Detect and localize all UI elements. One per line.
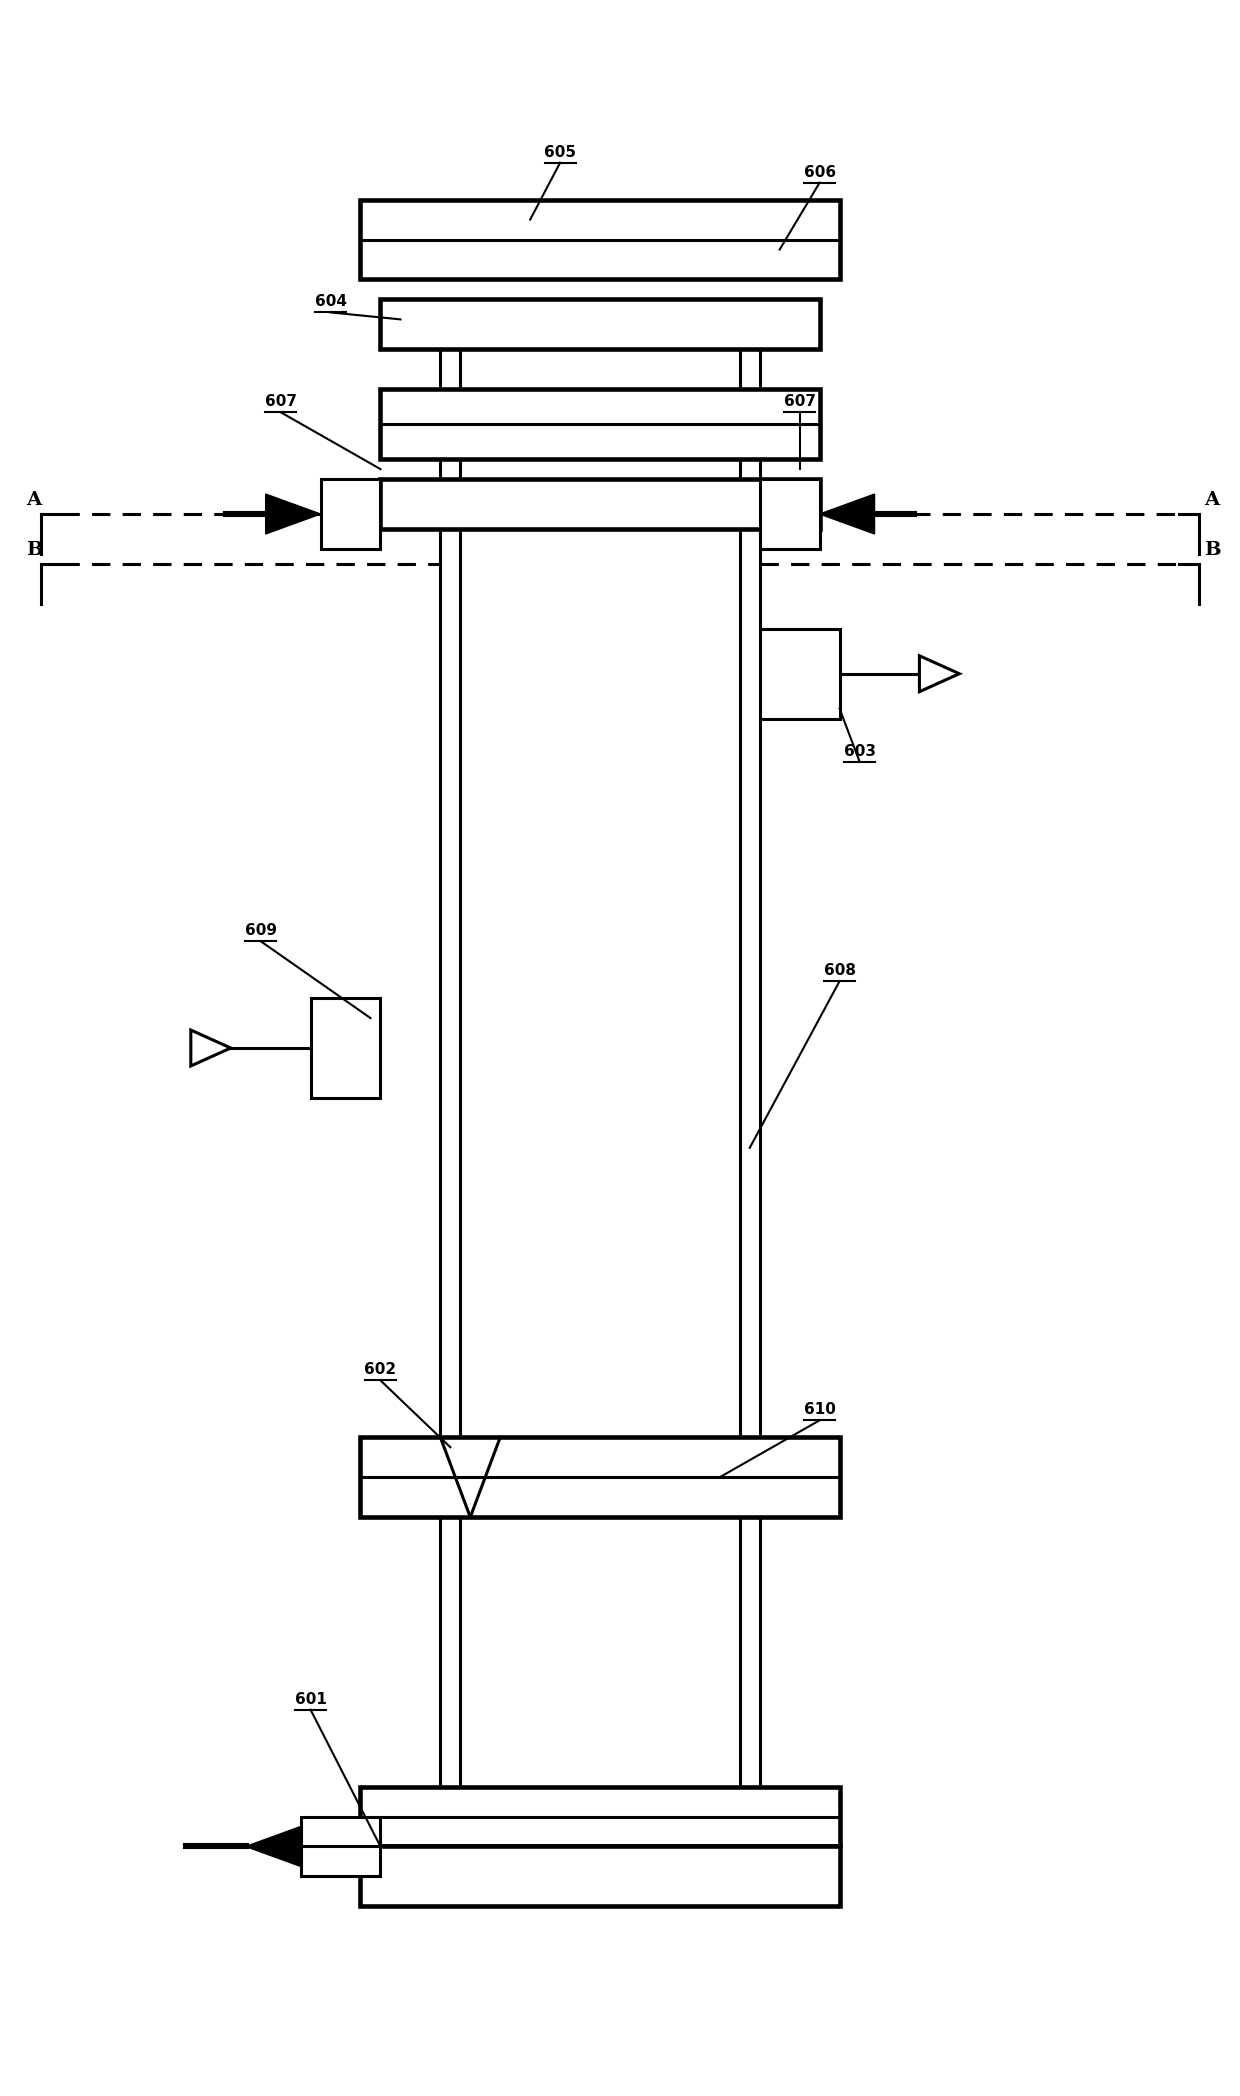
Polygon shape (265, 495, 321, 534)
Text: 601: 601 (295, 1691, 326, 1706)
Text: A: A (1204, 490, 1219, 509)
Bar (310, 998, 381, 1098)
Polygon shape (919, 656, 960, 692)
Text: 607: 607 (264, 394, 296, 409)
Text: 608: 608 (823, 964, 856, 979)
Text: 604: 604 (315, 293, 346, 310)
Text: 606: 606 (804, 166, 836, 180)
Bar (361, 199, 839, 279)
Text: B: B (1204, 541, 1220, 560)
Polygon shape (820, 495, 874, 534)
Bar (381, 480, 820, 528)
Text: 609: 609 (244, 922, 277, 939)
Polygon shape (191, 1029, 231, 1067)
Bar (381, 300, 820, 350)
Text: A: A (26, 490, 41, 509)
Bar (440, 350, 760, 1847)
Bar (760, 480, 820, 549)
Bar (760, 629, 839, 719)
Bar (300, 1817, 381, 1876)
Text: 605: 605 (544, 145, 577, 159)
Bar (361, 1786, 839, 1847)
Text: 610: 610 (804, 1402, 836, 1417)
Bar (381, 390, 820, 459)
Text: 603: 603 (843, 744, 875, 759)
Text: 607: 607 (784, 394, 816, 409)
Bar (361, 1438, 839, 1518)
Bar (321, 480, 381, 549)
Text: 602: 602 (365, 1362, 397, 1377)
Bar (361, 1847, 839, 1907)
Polygon shape (246, 1826, 300, 1865)
Text: B: B (26, 541, 42, 560)
